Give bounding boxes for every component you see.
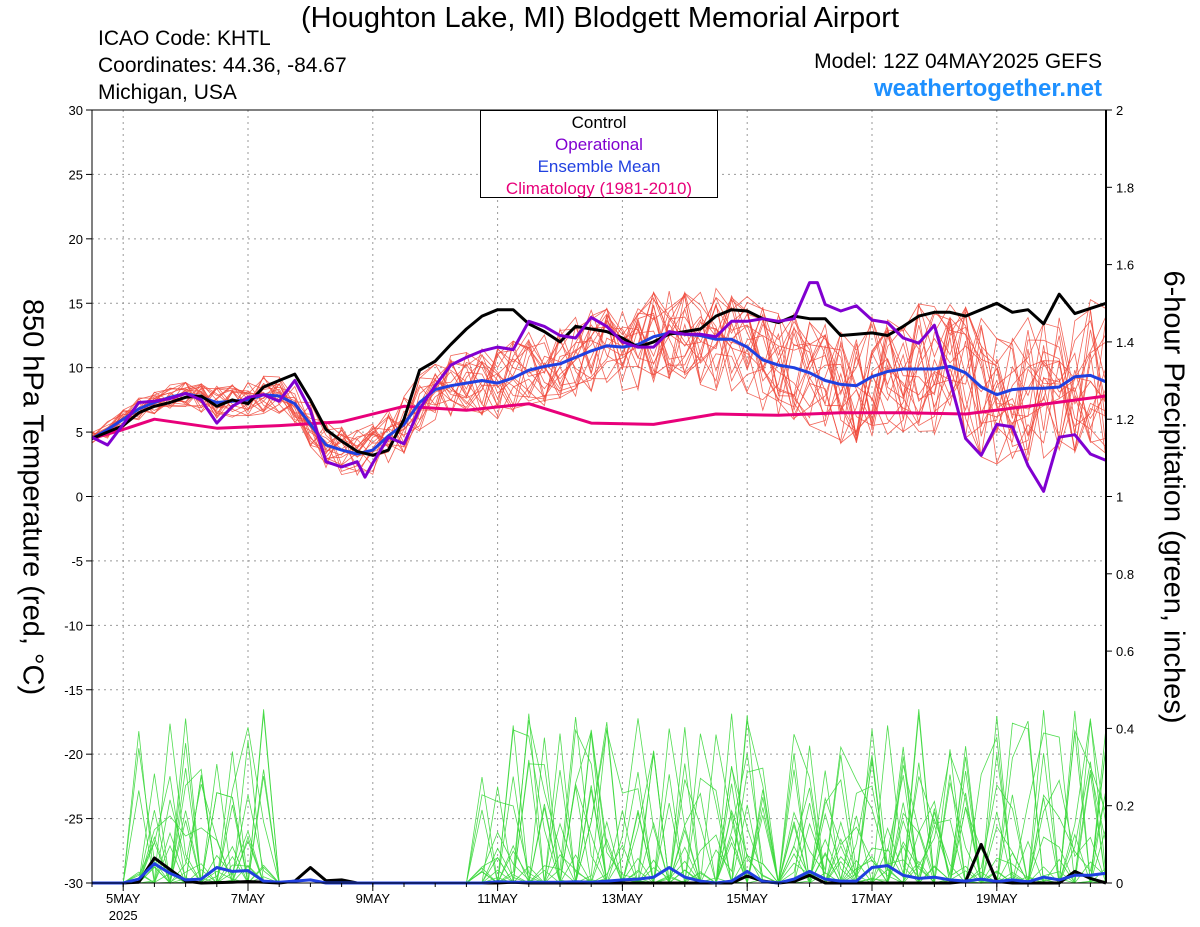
ensemble-members: [91, 287, 1107, 885]
axes: -30-25-20-15-10-505101520253000.20.40.60…: [64, 103, 1134, 923]
legend: Control Operational Ensemble Mean Climat…: [480, 110, 718, 198]
climatology-line: [91, 394, 1107, 440]
right-tick-label: 1.4: [1116, 335, 1134, 350]
mean-precip-line: [92, 862, 1107, 885]
legend-climatology: Climatology (1981-2010): [505, 179, 693, 198]
plot-frame: [91, 109, 1107, 884]
temp-member-line: [91, 303, 1107, 460]
left-tick-label: 30: [69, 103, 83, 118]
right-tick-label: 0.8: [1116, 567, 1134, 582]
model-run: Model: 12Z 04MAY2025 GEFS: [814, 50, 1102, 73]
legend-operational: Operational: [555, 135, 643, 154]
left-tick-label: -5: [71, 554, 83, 569]
temp-member-line: [91, 291, 1107, 465]
x-tick-label: 17MAY: [851, 891, 893, 906]
right-tick-label: 1.6: [1116, 258, 1134, 273]
temp-member-line: [91, 298, 1107, 467]
temp-member-line: [91, 296, 1107, 462]
left-tick-label: 0: [76, 490, 83, 505]
left-tick-label: 15: [69, 296, 83, 311]
precip-member-line: [92, 709, 1107, 884]
left-tick-label: -20: [64, 747, 83, 762]
legend-control: Control: [571, 113, 627, 132]
x-tick-label: 9MAY: [356, 891, 391, 906]
x-tick-label: 5MAY: [106, 891, 141, 906]
right-tick-label: 1: [1116, 490, 1123, 505]
left-tick-label: 5: [76, 425, 83, 440]
right-tick-label: 0.6: [1116, 644, 1134, 659]
left-tick-label: -25: [64, 812, 83, 827]
temp-member-line: [91, 295, 1107, 459]
x-tick-label: 15MAY: [726, 891, 768, 906]
x-tick-label: 7MAY: [231, 891, 266, 906]
chart-title: (Houghton Lake, MI) Blodgett Memorial Ai…: [301, 2, 899, 34]
left-tick-label: 25: [69, 167, 83, 182]
left-tick-label: 10: [69, 361, 83, 376]
temp-member-line: [91, 292, 1107, 455]
x-tick-label: 11MAY: [477, 891, 518, 906]
left-tick-label: -30: [64, 876, 83, 891]
site-name: weathertogether.net: [873, 75, 1102, 102]
left-tick-label: 20: [69, 232, 83, 247]
control-temp-line: [91, 292, 1107, 457]
precip-member-line: [92, 761, 1107, 884]
left-tick-label: -10: [64, 618, 83, 633]
operational-temp-line: [91, 281, 1107, 493]
right-tick-label: 2: [1116, 103, 1123, 118]
icao-code: ICAO Code: KHTL: [98, 27, 271, 50]
coordinates: Coordinates: 44.36, -84.67: [98, 54, 347, 77]
series-lines: [91, 281, 1107, 885]
grid-lines: [92, 110, 1106, 883]
right-tick-label: 1.2: [1116, 412, 1134, 427]
right-tick-label: 0: [1116, 876, 1123, 891]
x-tick-sublabel: 2025: [109, 908, 138, 923]
location: Michigan, USA: [98, 81, 237, 104]
left-tick-label: -15: [64, 683, 83, 698]
x-tick-label: 13MAY: [602, 891, 644, 906]
temp-member-line: [91, 291, 1107, 476]
right-tick-label: 1.8: [1116, 180, 1134, 195]
precip-member-line: [92, 709, 1106, 885]
temp-member-line: [91, 291, 1107, 459]
x-tick-label: 19MAY: [976, 891, 1018, 906]
right-tick-label: 0.2: [1116, 799, 1134, 814]
legend-mean: Ensemble Mean: [537, 157, 661, 176]
right-tick-label: 0.4: [1116, 721, 1134, 736]
